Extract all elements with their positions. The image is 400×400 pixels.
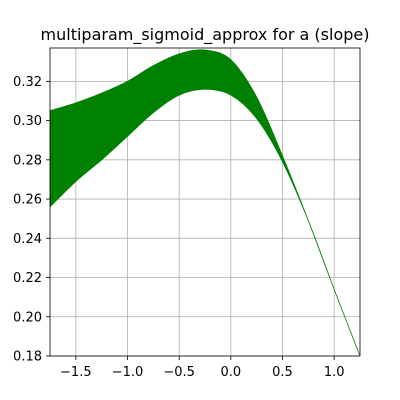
y-tick-label: 0.32	[13, 75, 42, 90]
plot-frame	[49, 47, 361, 357]
chart-title: multiparam_sigmoid_approx for a (slope)	[41, 25, 370, 45]
y-tick-label: 0.28	[13, 153, 42, 168]
y-tick-label: 0.18	[13, 350, 42, 365]
x-tick-label: −1.0	[112, 365, 144, 380]
x-tick-label: 0.5	[272, 365, 293, 380]
x-tick-label: −1.5	[60, 365, 92, 380]
y-tick-label: 0.24	[13, 232, 42, 247]
grid-layer	[50, 48, 360, 357]
band-area	[50, 49, 360, 356]
y-tick-label: 0.22	[13, 271, 42, 286]
axis-layer: −1.5 −1.0 −0.5 0.0 0.5 1.0 0.18 0.20 0.22 0.24 0.2…	[13, 47, 361, 380]
x-tick-label: 1.0	[324, 365, 345, 380]
y-tick-label: 0.20	[13, 310, 42, 325]
x-tick-label: 0.0	[220, 365, 241, 380]
x-tick-label: −0.5	[163, 365, 195, 380]
y-tick-label: 0.26	[13, 193, 42, 208]
y-tick-label: 0.30	[13, 114, 42, 129]
data-layer	[50, 49, 360, 356]
